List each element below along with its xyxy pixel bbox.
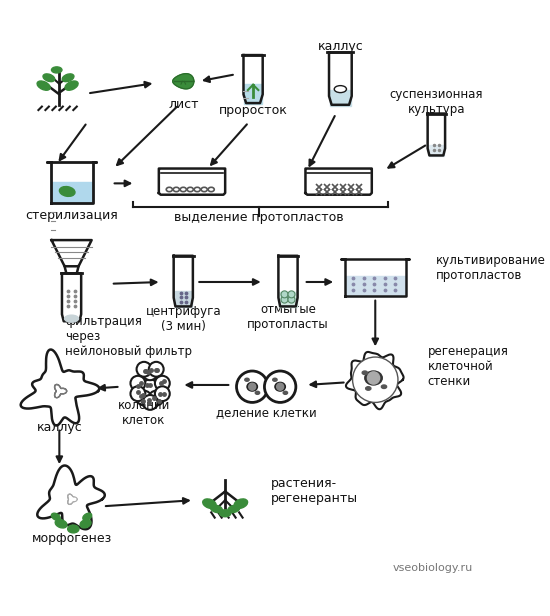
Text: стерилизация: стерилизация [25, 209, 118, 222]
Ellipse shape [219, 510, 231, 517]
Polygon shape [329, 52, 351, 105]
Circle shape [142, 379, 157, 394]
Circle shape [249, 383, 256, 390]
Bar [428, 145, 444, 156]
Polygon shape [278, 256, 298, 306]
Circle shape [149, 391, 164, 405]
Polygon shape [62, 274, 81, 322]
Ellipse shape [83, 513, 92, 521]
Text: деление клетки: деление клетки [216, 407, 317, 419]
Ellipse shape [194, 187, 200, 192]
Ellipse shape [275, 383, 285, 391]
Ellipse shape [228, 505, 240, 513]
Circle shape [288, 296, 295, 303]
Text: vseobiology.ru: vseobiology.ru [393, 563, 473, 573]
Circle shape [277, 383, 284, 390]
Ellipse shape [80, 519, 91, 528]
Circle shape [155, 376, 170, 391]
Text: лист: лист [168, 99, 199, 111]
Polygon shape [47, 161, 96, 203]
Ellipse shape [59, 187, 75, 197]
Circle shape [353, 357, 398, 402]
Ellipse shape [43, 74, 55, 82]
Bar [244, 84, 262, 104]
Ellipse shape [273, 378, 277, 381]
Ellipse shape [62, 74, 74, 82]
Ellipse shape [334, 86, 346, 92]
Ellipse shape [208, 187, 214, 192]
Text: выделение протопластов: выделение протопластов [174, 211, 344, 224]
Text: центрифуга
(3 мин): центрифуга (3 мин) [145, 305, 221, 333]
Circle shape [281, 296, 288, 303]
Circle shape [281, 291, 288, 298]
Ellipse shape [173, 187, 179, 192]
Circle shape [136, 362, 151, 376]
Ellipse shape [55, 519, 67, 528]
Ellipse shape [255, 391, 260, 394]
Ellipse shape [203, 499, 216, 508]
Ellipse shape [211, 505, 222, 513]
Text: каллус: каллус [317, 40, 363, 53]
Polygon shape [174, 256, 193, 306]
Ellipse shape [166, 187, 172, 192]
Ellipse shape [362, 371, 367, 375]
Ellipse shape [283, 391, 288, 394]
Polygon shape [244, 55, 263, 103]
Bar [52, 182, 92, 203]
Polygon shape [173, 74, 194, 89]
Polygon shape [52, 240, 92, 266]
Polygon shape [21, 349, 100, 426]
Text: колонии
клеток: колонии клеток [118, 399, 170, 427]
Circle shape [136, 391, 151, 405]
Text: регенерация
клеточной
стенки: регенерация клеточной стенки [428, 345, 509, 388]
Circle shape [142, 395, 157, 410]
Polygon shape [428, 113, 445, 155]
Circle shape [367, 372, 380, 384]
Ellipse shape [68, 525, 79, 533]
Text: растения-
регенеранты: растения- регенеранты [271, 477, 358, 506]
Ellipse shape [52, 67, 62, 73]
Text: отмытые
протопласты: отмытые протопласты [247, 303, 329, 331]
Bar [279, 292, 297, 307]
Text: морфогенез: морфогенез [31, 532, 112, 545]
Ellipse shape [65, 81, 78, 91]
Ellipse shape [64, 315, 79, 322]
Ellipse shape [234, 499, 248, 508]
Bar [330, 90, 351, 106]
Bar [174, 291, 192, 307]
Circle shape [155, 386, 170, 401]
Text: культивирование
протопластов: культивирование протопластов [436, 254, 546, 282]
Bar [345, 276, 405, 296]
Ellipse shape [247, 383, 257, 391]
Ellipse shape [366, 387, 371, 390]
Polygon shape [346, 352, 404, 409]
Text: каллус: каллус [36, 421, 82, 434]
Polygon shape [341, 259, 409, 296]
Text: суспензионная
культура: суспензионная культура [389, 88, 483, 116]
Circle shape [130, 386, 145, 401]
Ellipse shape [52, 513, 60, 521]
Ellipse shape [187, 187, 193, 192]
Text: фильтрация
через
нейлоновый фильтр: фильтрация через нейлоновый фильтр [65, 315, 192, 358]
Ellipse shape [381, 385, 387, 389]
Text: проросток: проросток [219, 105, 288, 118]
Circle shape [142, 365, 157, 380]
Circle shape [130, 376, 145, 391]
Ellipse shape [180, 187, 186, 192]
Ellipse shape [201, 187, 207, 192]
Circle shape [149, 362, 164, 376]
Ellipse shape [365, 371, 382, 385]
Ellipse shape [245, 378, 249, 381]
Polygon shape [37, 466, 105, 529]
Circle shape [236, 371, 268, 402]
Circle shape [288, 291, 295, 298]
Ellipse shape [37, 81, 50, 91]
Polygon shape [159, 169, 225, 195]
Polygon shape [305, 169, 372, 195]
Circle shape [265, 371, 296, 402]
